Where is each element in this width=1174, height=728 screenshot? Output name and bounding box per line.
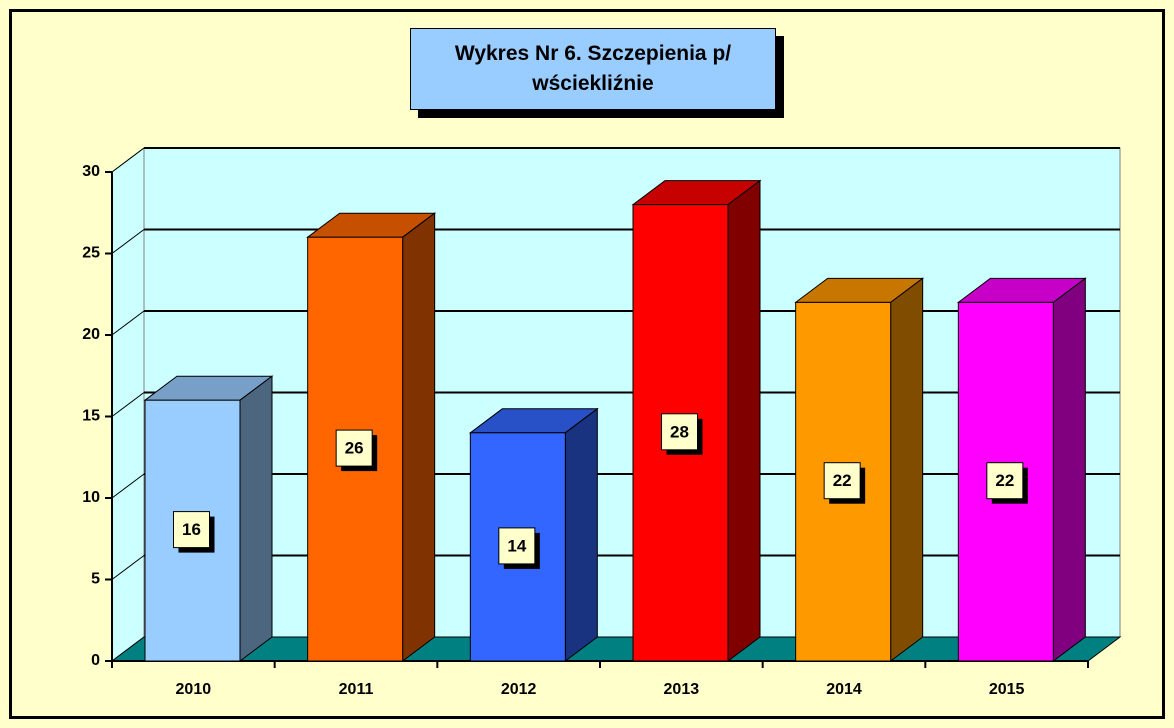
bar-side <box>564 407 598 662</box>
y-tick-label: 20 <box>82 326 100 343</box>
y-tick-label: 5 <box>91 571 100 588</box>
y-tick-label: 25 <box>82 245 100 262</box>
value-label-box <box>498 527 536 565</box>
grid-line <box>111 147 145 173</box>
chart-title: Wykres Nr 6. Szczepienia p/ wściekliźnie <box>410 28 776 110</box>
value-label: 28 <box>670 422 689 441</box>
x-tick-label: 2014 <box>826 681 862 698</box>
bar-side <box>402 212 436 662</box>
x-tick-label: 2010 <box>176 681 212 698</box>
bar-side <box>1052 277 1086 662</box>
x-tick-label: 2013 <box>664 681 700 698</box>
value-label: 26 <box>345 439 364 458</box>
bar-side <box>890 277 924 662</box>
value-label: 22 <box>833 471 852 490</box>
grid-line <box>111 229 145 254</box>
value-label-box <box>335 429 373 467</box>
grid-line <box>111 392 145 417</box>
x-tick-label: 2011 <box>339 681 374 698</box>
value-label: 16 <box>182 520 201 539</box>
value-label-box <box>823 462 861 500</box>
x-tick-label: 2015 <box>989 681 1025 698</box>
grid-line <box>111 310 145 336</box>
value-label-box <box>173 511 210 549</box>
value-label-box <box>661 413 698 451</box>
y-tick-label: 15 <box>82 408 100 425</box>
grid-line <box>111 473 145 499</box>
y-tick-label: 0 <box>91 652 100 669</box>
value-label: 14 <box>507 536 526 555</box>
chart-border <box>9 9 1165 719</box>
x-tick-label: 2012 <box>501 681 537 698</box>
y-tick-label: 10 <box>82 489 100 506</box>
y-tick-label: 30 <box>82 163 100 180</box>
grid-line <box>111 555 145 580</box>
value-label: 22 <box>995 471 1014 490</box>
bar-side <box>727 179 761 662</box>
bar-side <box>239 375 273 662</box>
value-label-box <box>986 462 1024 500</box>
